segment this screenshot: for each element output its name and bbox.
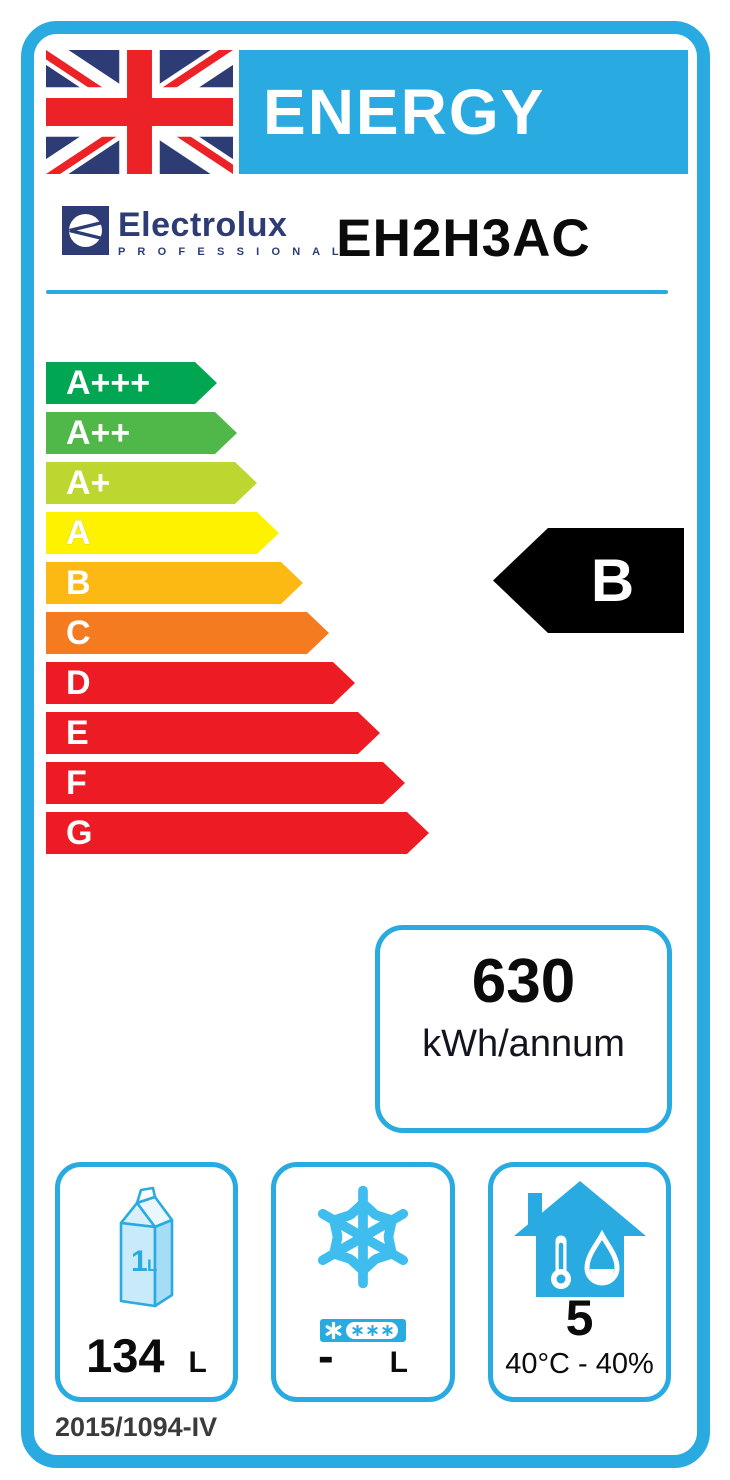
brand-logo: Electrolux P R O F E S S I O N A L (62, 206, 343, 258)
rating-bar-g: G (46, 812, 429, 854)
header-divider (46, 290, 668, 294)
rating-bar-a-plus: A+ (46, 462, 257, 504)
energy-banner: ENERGY (239, 50, 688, 174)
rating-bar-label: C (66, 614, 91, 652)
climate-class-value: 5 (565, 1290, 594, 1346)
brand-division: P R O F E S S I O N A L (118, 246, 344, 258)
rating-bar-a-plus2: A++ (46, 412, 237, 454)
electrolux-icon (62, 206, 109, 255)
efficiency-scale: A+++ A++ A+ A B C D E F G (46, 362, 429, 854)
consumption-box: 630 kWh/annum (375, 925, 672, 1133)
rating-bar-d: D (46, 662, 355, 704)
rating-bar-e: E (46, 712, 380, 754)
climate-condition: 40°C - 40% (505, 1348, 654, 1380)
frozen-volume-box: - L (271, 1162, 455, 1402)
model-number: EH2H3AC (336, 209, 591, 268)
rating-bar-label: D (66, 664, 91, 702)
freezer-star-rating-badge (320, 1319, 406, 1342)
rating-bar-c: C (46, 612, 329, 654)
rating-bar-label: A++ (66, 414, 131, 452)
rating-bar-label: A+++ (66, 364, 151, 402)
rating-bar-b: B (46, 562, 303, 604)
rating-bar-label: B (66, 564, 91, 602)
rating-bar-label: A (66, 514, 91, 552)
rating-bar-label: A+ (66, 464, 111, 502)
current-rating-grade: B (590, 547, 635, 614)
climate-house-icon (513, 1181, 646, 1297)
frozen-volume-unit: L (389, 1346, 408, 1379)
three-star-pill (346, 1322, 398, 1339)
rating-bar-f: F (46, 762, 405, 804)
rating-bar-a: A (46, 512, 279, 554)
consumption-value: 630 (471, 947, 576, 1016)
uk-flag-icon (46, 50, 233, 174)
brand-name: Electrolux (118, 206, 288, 244)
thermometer-icon (550, 1235, 571, 1289)
energy-title: ENERGY (263, 76, 546, 148)
chilled-volume-unit: L (188, 1346, 207, 1379)
chilled-volume-value: 134 (86, 1329, 165, 1382)
rating-bar-label: E (66, 714, 89, 752)
milk-carton-icon: 1 L (119, 1186, 173, 1308)
chilled-volume-box: 1 L 134 L (55, 1162, 238, 1402)
consumption-unit: kWh/annum (422, 1023, 625, 1065)
regulation-reference: 2015/1094-IV (55, 1412, 218, 1442)
rating-bar-label: F (66, 764, 87, 802)
snowflake-icon (309, 1185, 417, 1291)
rating-bar-label: G (66, 814, 93, 852)
rating-bar-a-plus3: A+++ (46, 362, 217, 404)
label-border (21, 21, 710, 1468)
droplet-icon (583, 1229, 620, 1286)
carton-volume-unit: L (147, 1256, 157, 1275)
frozen-volume-value: - (318, 1329, 334, 1382)
climate-class-box: 5 40°C - 40% (488, 1162, 671, 1402)
carton-volume-value: 1 (131, 1245, 148, 1278)
